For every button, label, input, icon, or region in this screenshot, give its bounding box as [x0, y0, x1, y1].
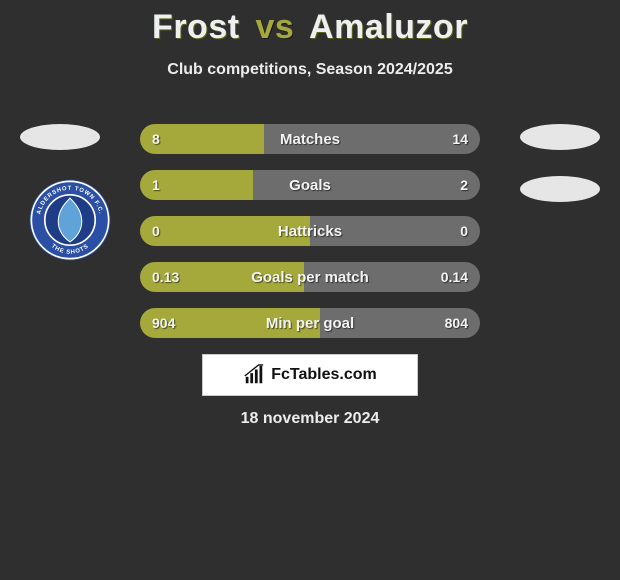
stat-bar-right	[310, 216, 480, 246]
stat-row: Goals per match0.130.14	[140, 262, 480, 292]
stat-row: Goals12	[140, 170, 480, 200]
player2-club-placeholder	[520, 176, 600, 202]
date-text: 18 november 2024	[0, 410, 620, 428]
player2-avatar-placeholder	[520, 124, 600, 150]
player1-name: Frost	[152, 8, 240, 46]
stat-bar-right	[304, 262, 480, 292]
comparison-bars: Matches814 Goals12 Hattricks00 Goals per ma…	[140, 124, 480, 354]
player1-club-badge: ALDERSHOT TOWN F.C. THE SHOTS	[28, 178, 112, 262]
branding-text: FcTables.com	[271, 366, 377, 384]
vs-text: vs	[256, 8, 295, 46]
stat-bar-left	[140, 216, 310, 246]
stat-bar-right	[264, 124, 480, 154]
stat-bar-right	[320, 308, 480, 338]
branding-badge: FcTables.com	[202, 354, 418, 396]
bar-chart-icon	[243, 364, 265, 386]
stat-bar-left	[140, 308, 320, 338]
stat-row: Hattricks00	[140, 216, 480, 246]
stat-bar-right	[253, 170, 480, 200]
player2-name: Amaluzor	[309, 8, 468, 46]
stat-bar-left	[140, 124, 264, 154]
comparison-title: Frost vs Amaluzor	[0, 0, 620, 47]
club-badge-icon: ALDERSHOT TOWN F.C. THE SHOTS	[28, 178, 112, 262]
stat-bar-left	[140, 262, 304, 292]
subtitle: Club competitions, Season 2024/2025	[0, 61, 620, 79]
stat-row: Matches814	[140, 124, 480, 154]
stat-bar-left	[140, 170, 253, 200]
stat-row: Min per goal904804	[140, 308, 480, 338]
player1-avatar-placeholder	[20, 124, 100, 150]
